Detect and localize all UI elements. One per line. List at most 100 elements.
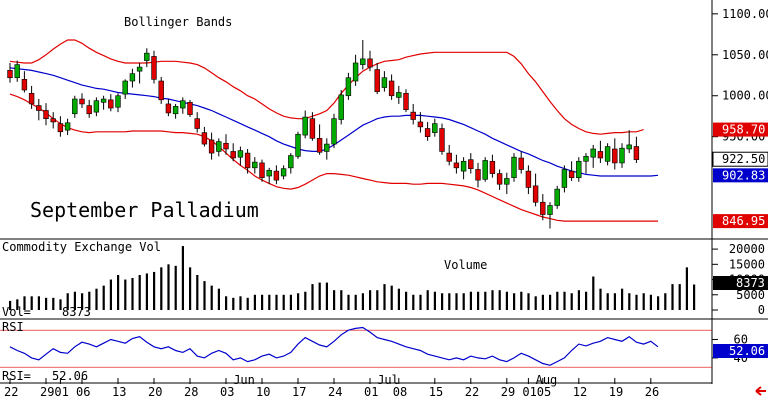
rsi-readout-value: 52.06 [52, 369, 88, 383]
volume-bar [52, 297, 55, 310]
volume-bar [664, 293, 667, 310]
candle-body [352, 62, 359, 82]
volume-bar [239, 296, 242, 310]
candle [633, 136, 640, 163]
candle-body [201, 132, 208, 145]
volume-bar [311, 284, 314, 310]
price-highlight-label: 902.83 [713, 168, 768, 183]
candle [93, 97, 100, 117]
volume-bar [678, 284, 681, 310]
candle [489, 154, 496, 178]
candle-body [129, 73, 136, 82]
price-highlight-label: 958.70 [713, 122, 768, 137]
volume-bar [606, 293, 609, 310]
price-panel-title: Bollinger Bands [124, 15, 232, 29]
candle [187, 99, 193, 118]
volume-bar [102, 285, 105, 310]
candle [540, 194, 546, 221]
volume-bar [88, 291, 91, 310]
candle-body [388, 80, 395, 97]
price-highlight-box [713, 214, 768, 229]
candle-body [381, 77, 388, 88]
x-tick-label: 12 [573, 385, 587, 399]
candle [21, 71, 28, 93]
candle-body [331, 118, 337, 145]
candle [57, 116, 64, 137]
price-highlight-box [713, 168, 768, 183]
volume-bar [124, 279, 127, 310]
volume-bar [592, 276, 595, 310]
volume-bar [109, 279, 112, 310]
x-tick-label: 22 [465, 385, 479, 399]
volume-bar [621, 288, 624, 310]
x-tick-label: 28 [184, 385, 198, 399]
candle [554, 185, 560, 209]
candle-body [504, 178, 510, 185]
price-highlight-text: 902.83 [722, 168, 765, 182]
volume-bar [405, 291, 408, 310]
candle-body [525, 170, 532, 188]
price-highlight-box [712, 151, 768, 167]
volume-bar [145, 273, 148, 310]
volume-readout-value: 8373 [62, 305, 91, 319]
candle [129, 68, 136, 88]
price-highlight-labels: 958.70 922.50 902.83 846.95 [712, 122, 768, 229]
candle-body [136, 66, 143, 72]
volume-bar [340, 290, 343, 310]
volume-bar [513, 293, 516, 310]
x-tick-label: 15 [429, 385, 443, 399]
candle [360, 40, 366, 70]
candle [7, 62, 13, 83]
volume-bar [225, 296, 228, 310]
price-tick-label: 1050.00 [722, 48, 768, 62]
candle [144, 48, 150, 68]
candle [122, 79, 128, 100]
candle [352, 54, 359, 86]
volume-bar [433, 291, 436, 310]
candle-body [547, 205, 553, 215]
volume-bar [649, 294, 652, 310]
candle [136, 62, 143, 84]
rsi-tick-label: 60 [734, 332, 748, 346]
x-tick-label: 26 [645, 385, 659, 399]
candle [345, 72, 352, 100]
volume-bar [534, 296, 537, 310]
x-tick-label: 29 [40, 385, 54, 399]
candle-body [576, 160, 582, 178]
volume-bar [117, 274, 120, 310]
x-axis-ticks: 22 29 01 06 13 20 28 03 10 17 24 01 08 15 22 29 01 05 12 19… [4, 373, 659, 399]
x-tick-label: 29 [501, 385, 515, 399]
candle-body [360, 58, 366, 65]
volume-bar [541, 294, 544, 310]
candle [288, 153, 294, 174]
candle [36, 99, 42, 121]
scroll-right-arrow-icon[interactable] [755, 386, 766, 396]
volume-bar [282, 294, 285, 310]
candle-body [36, 105, 42, 111]
candle-body [64, 122, 71, 131]
candle-body [165, 103, 172, 114]
volume-bar [9, 300, 12, 310]
candle [216, 138, 222, 157]
volume-bar [59, 299, 62, 310]
candle-body [259, 162, 265, 178]
volume-bar [189, 267, 192, 310]
candle-body [367, 58, 373, 68]
volume-bar [383, 284, 386, 310]
candle-body [597, 151, 604, 159]
candle-body [208, 139, 215, 154]
x-tick-label: 05 [537, 385, 551, 399]
candle [403, 89, 409, 113]
candle [424, 121, 431, 141]
candle [525, 165, 532, 195]
candle [194, 112, 200, 133]
rsi-readout-label: RSI= [2, 369, 31, 383]
candle-body [410, 111, 416, 120]
volume-bar [203, 281, 206, 310]
candle [324, 138, 330, 160]
candle-body [50, 118, 56, 123]
candle [223, 134, 229, 155]
x-tick-label: 06 [76, 385, 90, 399]
volume-tick-label: 15000 [729, 257, 765, 271]
